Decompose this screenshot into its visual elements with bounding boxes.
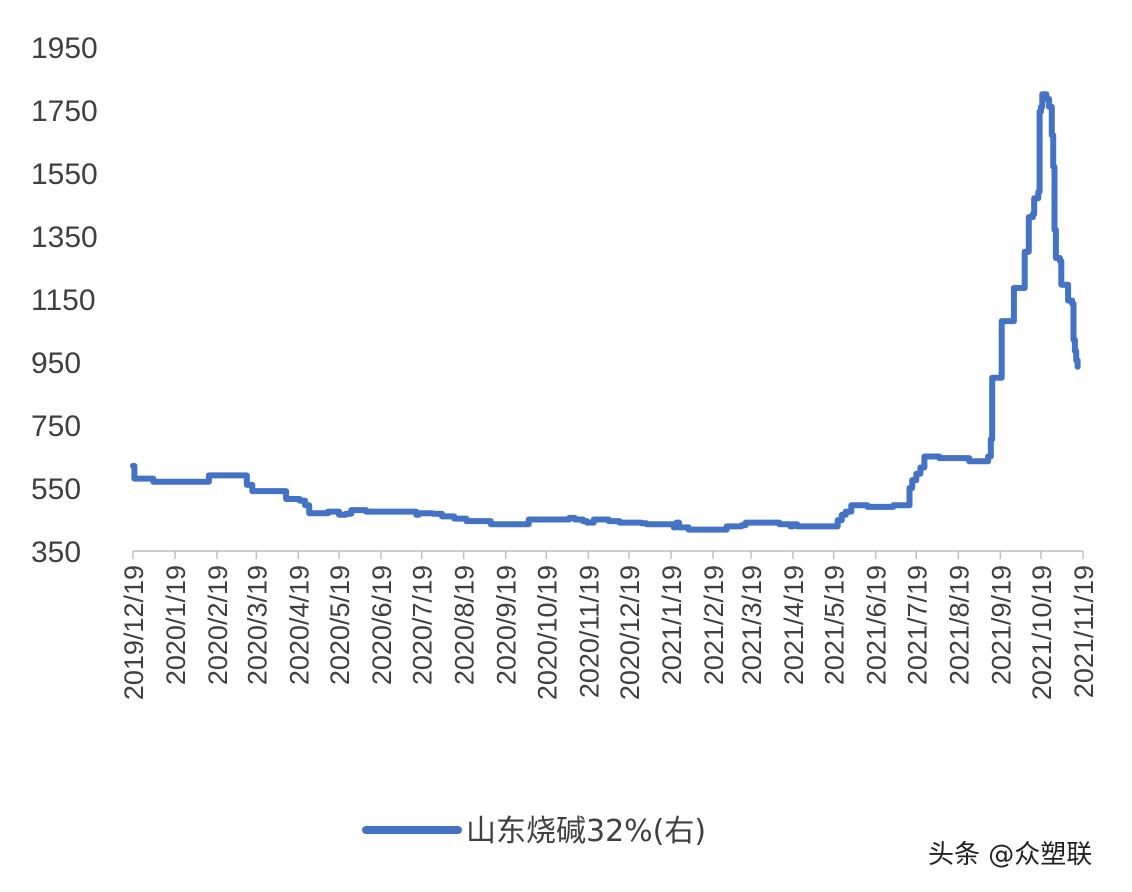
y-tick-label: 1550	[31, 158, 98, 191]
y-tick-label: 750	[31, 410, 81, 443]
x-tick-label: 2020/3/19	[242, 565, 272, 685]
x-tick-label: 2020/11/19	[574, 565, 604, 698]
x-tick-label: 2021/3/19	[737, 565, 767, 685]
x-tick-label: 2021/1/19	[657, 565, 687, 685]
x-tick-label: 2021/8/19	[944, 565, 974, 685]
x-tick-label: 2021/10/19	[1027, 565, 1057, 700]
x-tick-label: 2020/4/19	[284, 565, 314, 685]
x-tick-label: 2021/7/19	[902, 565, 932, 685]
y-axis-ticks: 350 550 750 950 1150 1350 1550 1750 1950	[31, 32, 98, 569]
x-tick-label: 2021/11/19	[1069, 565, 1099, 698]
x-tick-label: 2020/9/19	[492, 565, 522, 685]
y-tick-label: 1750	[31, 95, 98, 128]
series-layer	[130, 91, 1081, 533]
x-tick-label: 2020/6/19	[367, 565, 397, 685]
x-tick-label: 2021/2/19	[699, 565, 729, 685]
y-tick-label: 350	[31, 536, 81, 569]
x-tick-label: 2021/9/19	[986, 565, 1016, 685]
x-tick-label: 2020/8/19	[450, 565, 480, 685]
x-tick-label: 2020/12/19	[615, 565, 645, 700]
legend-label: 山东烧碱32%(右)	[466, 814, 706, 849]
legend[interactable]: 山东烧碱32%(右)	[362, 814, 706, 849]
y-tick-label: 550	[31, 473, 81, 506]
y-tick-label: 1950	[31, 32, 98, 65]
x-tick-label: 2019/12/19	[119, 565, 149, 700]
x-tick-label: 2020/7/19	[408, 565, 438, 685]
x-tick-label: 2021/4/19	[779, 565, 809, 685]
x-tick-label: 2020/2/19	[203, 565, 233, 685]
x-axis-ticks: 2019/12/19 2020/1/19 2020/2/19 2020/3/19 202…	[119, 551, 1099, 700]
series-line-0	[130, 91, 1081, 533]
watermark: 头条 @众塑联	[928, 840, 1092, 870]
y-tick-label: 950	[31, 347, 81, 380]
y-tick-label: 1150	[31, 284, 96, 317]
x-tick-label: 2020/10/19	[532, 565, 562, 700]
y-tick-label: 1350	[31, 221, 98, 254]
x-tick-label: 2020/5/19	[325, 565, 355, 685]
x-tick-label: 2020/1/19	[161, 565, 191, 685]
x-tick-label: 2021/5/19	[820, 565, 850, 685]
x-tick-label: 2021/6/19	[862, 565, 892, 685]
